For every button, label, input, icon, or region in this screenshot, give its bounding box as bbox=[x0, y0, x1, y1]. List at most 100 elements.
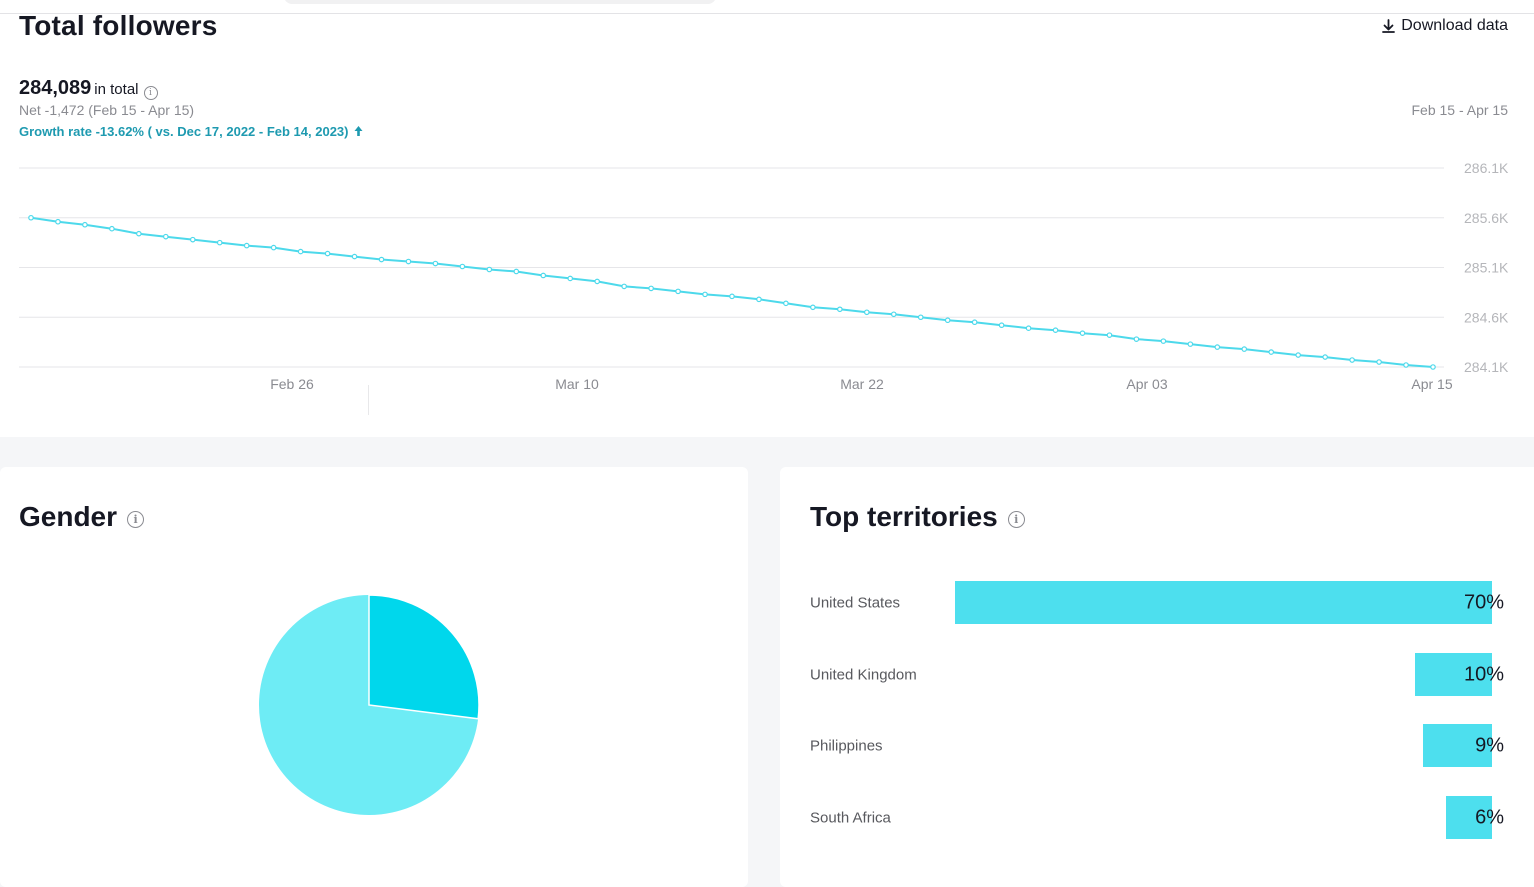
growth-rate: Growth rate -13.62% ( vs. Dec 17, 2022 -… bbox=[19, 124, 363, 139]
data-point[interactable] bbox=[1430, 364, 1436, 370]
y-tick-label: 285.6K bbox=[1464, 210, 1509, 226]
x-tick-label: Apr 15 bbox=[1411, 376, 1452, 392]
data-point[interactable] bbox=[998, 322, 1005, 329]
territory-row: Philippines 9% bbox=[810, 724, 1520, 767]
y-tick-label: 286.1K bbox=[1464, 160, 1509, 176]
territory-row: South Africa 6% bbox=[810, 796, 1520, 839]
info-icon[interactable]: i bbox=[127, 510, 145, 528]
data-point[interactable] bbox=[297, 248, 304, 255]
data-point[interactable] bbox=[917, 314, 924, 321]
growth-rate-text: Growth rate -13.62% ( vs. Dec 17, 2022 -… bbox=[19, 124, 349, 139]
download-data-button[interactable]: Download data bbox=[1382, 17, 1508, 35]
territory-name: United States bbox=[810, 594, 901, 611]
data-point[interactable] bbox=[944, 317, 951, 324]
followers-series-line bbox=[30, 216, 1434, 368]
y-tick-label: 285.1K bbox=[1464, 260, 1509, 276]
data-point[interactable] bbox=[567, 275, 574, 282]
top-territories-card: Top territories i United States 70% Unit… bbox=[780, 467, 1534, 887]
data-point[interactable] bbox=[1403, 362, 1409, 368]
gender-pie-chart bbox=[259, 594, 480, 815]
data-point[interactable] bbox=[55, 218, 61, 225]
territory-row: United Kingdom 10% bbox=[810, 653, 1520, 696]
data-point[interactable] bbox=[136, 230, 142, 237]
data-point[interactable] bbox=[459, 263, 466, 270]
chart-divider bbox=[368, 385, 369, 415]
territory-bar bbox=[955, 581, 1492, 624]
data-point[interactable] bbox=[1376, 359, 1382, 365]
data-point[interactable] bbox=[837, 306, 843, 313]
header-divider bbox=[0, 13, 1534, 14]
data-point[interactable] bbox=[890, 311, 897, 318]
territory-value: 70% bbox=[1463, 591, 1504, 613]
data-point[interactable] bbox=[1349, 357, 1355, 363]
data-point[interactable] bbox=[1295, 352, 1301, 358]
page-title: Total followers bbox=[19, 10, 218, 41]
data-point[interactable] bbox=[513, 268, 520, 275]
data-point[interactable] bbox=[540, 272, 547, 279]
data-point[interactable] bbox=[109, 225, 115, 232]
data-point[interactable] bbox=[351, 253, 358, 260]
territory-bar bbox=[1415, 653, 1492, 696]
data-point[interactable] bbox=[756, 296, 762, 303]
data-point[interactable] bbox=[270, 244, 277, 251]
y-tick-label: 284.1K bbox=[1464, 359, 1509, 375]
data-point[interactable] bbox=[1025, 325, 1032, 331]
data-point[interactable] bbox=[1214, 344, 1221, 350]
data-point[interactable] bbox=[1268, 349, 1275, 355]
data-point[interactable] bbox=[1133, 336, 1140, 342]
territory-name: Philippines bbox=[810, 737, 883, 754]
data-point[interactable] bbox=[432, 260, 439, 267]
data-point[interactable] bbox=[324, 250, 331, 257]
search-bar[interactable] bbox=[284, 0, 716, 4]
info-icon[interactable]: i bbox=[143, 86, 158, 100]
info-icon[interactable]: i bbox=[1007, 510, 1025, 528]
data-point[interactable] bbox=[594, 278, 600, 285]
data-point[interactable] bbox=[1241, 346, 1248, 352]
download-data-label: Download data bbox=[1401, 17, 1508, 34]
data-point[interactable] bbox=[971, 319, 978, 326]
data-point[interactable] bbox=[28, 214, 34, 221]
data-point[interactable] bbox=[675, 288, 681, 295]
data-point[interactable] bbox=[729, 293, 735, 300]
x-tick-label: Apr 03 bbox=[1126, 376, 1167, 392]
data-point[interactable] bbox=[1106, 332, 1113, 338]
data-point[interactable] bbox=[1079, 330, 1086, 336]
data-point[interactable] bbox=[1322, 354, 1328, 360]
territory-row: United States 70% bbox=[810, 581, 1520, 624]
territory-value: 10% bbox=[1463, 663, 1504, 685]
data-point[interactable] bbox=[82, 221, 88, 228]
territory-bar bbox=[1422, 724, 1492, 767]
data-point[interactable] bbox=[243, 242, 250, 249]
data-point[interactable] bbox=[189, 236, 196, 243]
territories-title-text: Top territories bbox=[810, 501, 998, 532]
data-point[interactable] bbox=[621, 283, 627, 290]
data-point[interactable] bbox=[1160, 338, 1167, 344]
data-point[interactable] bbox=[1187, 341, 1194, 347]
territory-value: 9% bbox=[1475, 734, 1504, 756]
total-followers-panel: Total followers Download data 284,089 in… bbox=[0, 0, 1534, 437]
download-icon bbox=[1382, 19, 1396, 33]
total-suffix: in total bbox=[94, 81, 139, 98]
gender-title-text: Gender bbox=[19, 501, 118, 532]
data-point[interactable] bbox=[405, 258, 412, 265]
territory-bar bbox=[1445, 796, 1492, 839]
data-point[interactable] bbox=[216, 239, 223, 246]
territory-name: United Kingdom bbox=[810, 666, 917, 683]
data-point[interactable] bbox=[783, 300, 789, 307]
arrow-up-icon bbox=[354, 124, 363, 139]
data-point[interactable] bbox=[810, 304, 816, 311]
total-followers-count: 284,089 bbox=[19, 77, 92, 99]
pie-slice[interactable] bbox=[368, 594, 480, 720]
data-point[interactable] bbox=[378, 256, 385, 263]
data-point[interactable] bbox=[1052, 327, 1059, 333]
data-point[interactable] bbox=[486, 266, 493, 273]
territory-name: South Africa bbox=[810, 809, 891, 826]
data-point[interactable] bbox=[163, 233, 169, 240]
x-tick-label: Mar 10 bbox=[555, 376, 599, 392]
x-tick-label: Feb 26 bbox=[270, 376, 314, 392]
data-point[interactable] bbox=[702, 291, 708, 298]
data-point[interactable] bbox=[648, 285, 654, 292]
followers-line-chart: 286.1K 285.6K 285.1K 284.6K 284.1K Feb 26 Mar … bbox=[19, 160, 1509, 392]
x-tick-label: Mar 22 bbox=[840, 376, 884, 392]
data-point[interactable] bbox=[864, 309, 870, 316]
